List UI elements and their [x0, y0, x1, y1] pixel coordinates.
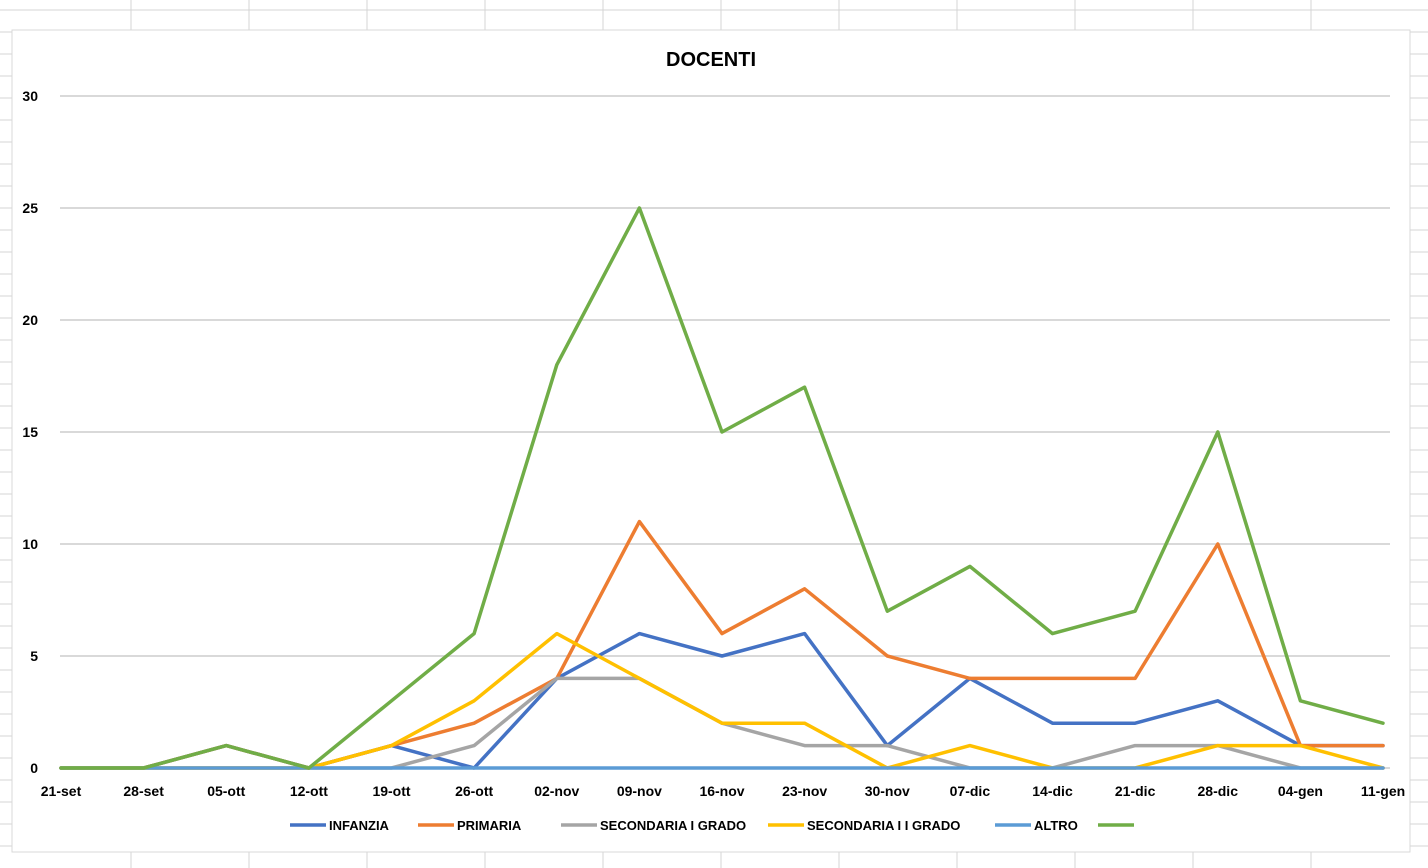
chart-frame[interactable]: [11, 29, 1411, 853]
x-tick-label: 23-nov: [782, 783, 827, 799]
legend-label: SECONDARIA I I GRADO: [807, 818, 960, 833]
y-tick-label: 30: [22, 88, 38, 104]
series-lines: [59, 206, 1385, 770]
x-tick-label: 05-ott: [207, 783, 245, 799]
chart-title: DOCENTI: [666, 49, 756, 71]
x-tick-label: 14-dic: [1032, 783, 1073, 799]
y-tick-label: 25: [22, 200, 38, 216]
x-axis-ticks: 21-set 28-set 05-ott 12-ott 19-ott 26-ott 02-n…: [41, 783, 1405, 799]
x-tick-label: 30-nov: [865, 783, 910, 799]
y-tick-label: 0: [30, 760, 38, 776]
x-tick-label: 28-set: [123, 783, 164, 799]
y-tick-label: 20: [22, 312, 38, 328]
y-axis-ticks: 0 5 10 15 20 25 30: [22, 88, 38, 776]
x-tick-label: 04-gen: [1278, 783, 1323, 799]
x-tick-label: 21-dic: [1115, 783, 1156, 799]
x-tick-label: 19-ott: [372, 783, 410, 799]
x-tick-label: 16-nov: [699, 783, 744, 799]
legend-label: PRIMARIA: [457, 818, 522, 833]
x-tick-label: 09-nov: [617, 783, 662, 799]
x-tick-label: 21-set: [41, 783, 82, 799]
legend-label: ALTRO: [1034, 818, 1078, 833]
series-line-5[interactable]: [59, 206, 1385, 770]
y-tick-label: 10: [22, 536, 38, 552]
legend-label: SECONDARIA I GRADO: [600, 818, 746, 833]
y-tick-label: 15: [22, 424, 38, 440]
x-tick-label: 11-gen: [1361, 783, 1405, 799]
x-tick-label: 07-dic: [950, 783, 991, 799]
legend[interactable]: INFANZIA PRIMARIA SECONDARIA I GRADO SECOND…: [290, 818, 1134, 833]
legend-label: INFANZIA: [329, 818, 390, 833]
x-tick-label: 26-ott: [455, 783, 493, 799]
y-tick-label: 5: [30, 648, 38, 664]
x-tick-label: 28-dic: [1198, 783, 1239, 799]
x-tick-label: 12-ott: [290, 783, 328, 799]
x-tick-label: 02-nov: [534, 783, 579, 799]
